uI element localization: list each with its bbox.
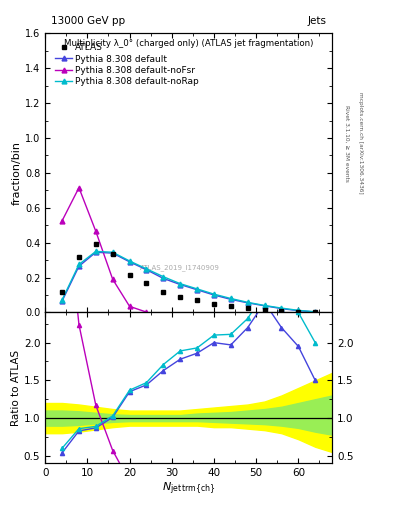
Pythia 8.308 default-noFsr <box>60 218 64 224</box>
Pythia 8.308 default-noRap <box>110 249 115 255</box>
Legend: ATLAS, Pythia 8.308 default, Pythia 8.308 default-noFsr, Pythia 8.308 default-no: ATLAS, Pythia 8.308 default, Pythia 8.30… <box>55 44 199 86</box>
Pythia 8.308 default <box>178 282 183 288</box>
Text: 13000 GeV pp: 13000 GeV pp <box>51 16 125 26</box>
Pythia 8.308 default-noRap <box>279 305 284 311</box>
Pythia 8.308 default-noRap <box>195 286 199 292</box>
Pythia 8.308 default <box>313 309 318 315</box>
Pythia 8.308 default-noRap <box>228 295 233 302</box>
Text: Jets: Jets <box>307 16 326 26</box>
Pythia 8.308 default <box>94 249 98 255</box>
Pythia 8.308 default <box>228 296 233 303</box>
Line: Pythia 8.308 default: Pythia 8.308 default <box>60 250 318 314</box>
ATLAS <box>161 288 166 294</box>
Pythia 8.308 default-noRap <box>161 273 166 280</box>
Pythia 8.308 default <box>245 300 250 306</box>
Text: mcplots.cern.ch [arXiv:1306.3436]: mcplots.cern.ch [arXiv:1306.3436] <box>358 93 363 194</box>
Pythia 8.308 default <box>195 287 199 293</box>
ATLAS <box>228 303 233 309</box>
ATLAS <box>178 294 183 300</box>
Pythia 8.308 default <box>144 267 149 273</box>
ATLAS <box>94 241 98 247</box>
Y-axis label: Ratio to ATLAS: Ratio to ATLAS <box>11 350 21 426</box>
ATLAS <box>127 272 132 278</box>
Text: Rivet 3.1.10, ≥ 3M events: Rivet 3.1.10, ≥ 3M events <box>344 105 349 182</box>
Pythia 8.308 default-noRap <box>262 303 267 309</box>
Pythia 8.308 default <box>161 275 166 282</box>
Pythia 8.308 default <box>110 250 115 256</box>
Pythia 8.308 default-noRap <box>211 291 216 297</box>
Pythia 8.308 default <box>211 292 216 298</box>
Pythia 8.308 default <box>296 308 301 314</box>
ATLAS <box>262 307 267 313</box>
Line: ATLAS: ATLAS <box>60 241 318 314</box>
Pythia 8.308 default-noFsr <box>144 309 149 315</box>
Text: Multiplicity λ_0° (charged only) (ATLAS jet fragmentation): Multiplicity λ_0° (charged only) (ATLAS … <box>64 39 313 48</box>
Pythia 8.308 default <box>279 306 284 312</box>
Line: Pythia 8.308 default-noRap: Pythia 8.308 default-noRap <box>60 249 318 314</box>
Pythia 8.308 default <box>77 263 81 269</box>
Pythia 8.308 default-noRap <box>144 266 149 272</box>
Pythia 8.308 default-noFsr <box>110 276 115 283</box>
Pythia 8.308 default-noRap <box>94 248 98 254</box>
Y-axis label: fraction/bin: fraction/bin <box>12 141 22 205</box>
Pythia 8.308 default-noRap <box>127 258 132 264</box>
ATLAS <box>279 308 284 314</box>
ATLAS <box>313 309 318 315</box>
ATLAS <box>296 309 301 315</box>
ATLAS <box>110 251 115 257</box>
Pythia 8.308 default-noRap <box>77 262 81 268</box>
Pythia 8.308 default-noFsr <box>127 303 132 309</box>
ATLAS <box>195 297 199 303</box>
Pythia 8.308 default <box>60 298 64 304</box>
ATLAS <box>60 288 64 294</box>
Pythia 8.308 default-noRap <box>313 309 318 315</box>
Line: Pythia 8.308 default-noFsr: Pythia 8.308 default-noFsr <box>60 185 149 314</box>
ATLAS <box>77 253 81 260</box>
Pythia 8.308 default-noFsr <box>94 228 98 234</box>
ATLAS <box>144 280 149 286</box>
Pythia 8.308 default-noRap <box>60 297 64 303</box>
ATLAS <box>211 301 216 307</box>
ATLAS <box>245 305 250 311</box>
X-axis label: $N_{\rm jet\,trm\{ch\}}$: $N_{\rm jet\,trm\{ch\}}$ <box>162 481 215 497</box>
Pythia 8.308 default <box>262 303 267 309</box>
Pythia 8.308 default-noFsr <box>77 185 81 191</box>
Pythia 8.308 default <box>127 259 132 265</box>
Pythia 8.308 default-noRap <box>296 307 301 313</box>
Pythia 8.308 default-noRap <box>245 299 250 305</box>
Pythia 8.308 default-noRap <box>178 281 183 287</box>
Text: ATLAS_2019_I1740909: ATLAS_2019_I1740909 <box>140 264 220 270</box>
